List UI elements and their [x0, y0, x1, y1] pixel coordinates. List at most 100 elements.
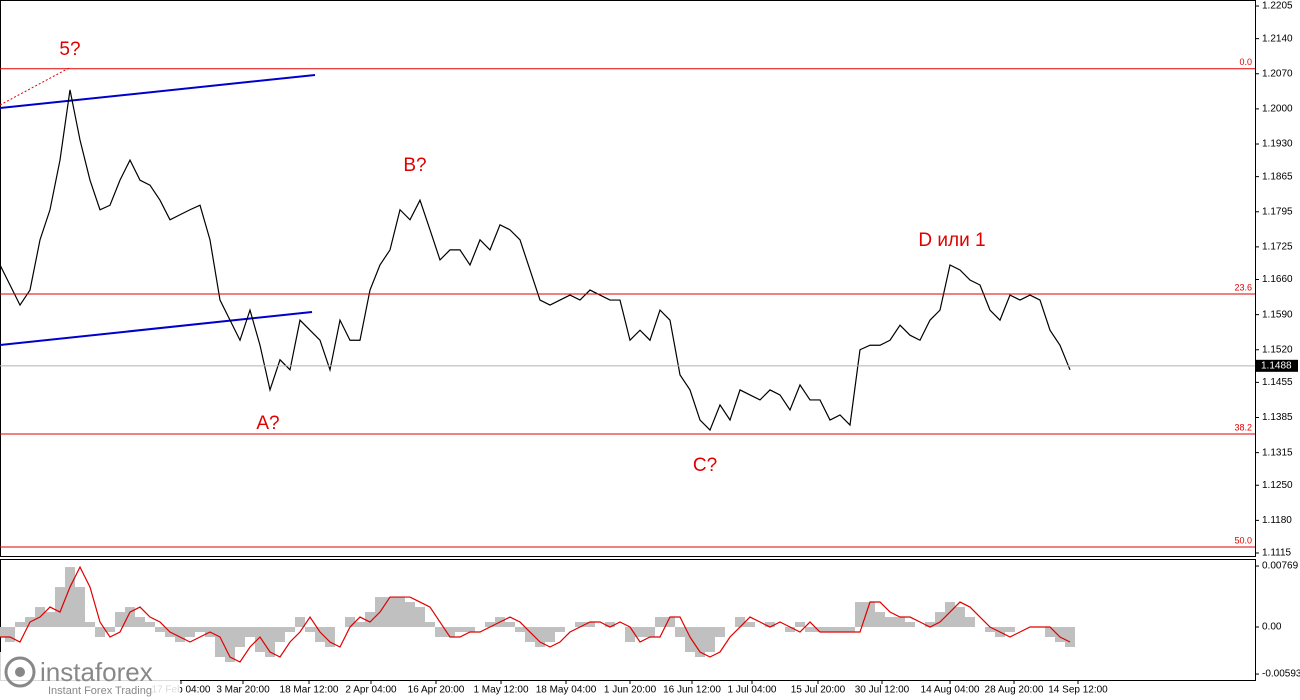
histogram-bar [315, 627, 325, 643]
x-tick-label: 1 Jun 20:00 [604, 685, 657, 696]
histogram-bar [105, 627, 115, 633]
histogram-bar [805, 627, 815, 633]
histogram-bar [85, 622, 95, 628]
histogram-bar [65, 567, 75, 628]
histogram-bar [275, 627, 285, 643]
y-tick-label: 1.1115 [1262, 548, 1292, 559]
wave-label: D или 1 [918, 230, 985, 251]
logo-icon [4, 656, 36, 688]
histogram-bar [385, 597, 395, 628]
histogram-bar [455, 627, 465, 633]
x-tick-label: 28 Aug 20:00 [985, 685, 1044, 696]
histogram-bar [435, 627, 445, 638]
histogram-bar [855, 602, 865, 628]
y-tick-label: 1.1590 [1262, 309, 1293, 320]
histogram-bar [815, 627, 825, 633]
histogram-bar [175, 627, 185, 643]
histogram-bar [135, 617, 145, 628]
histogram-bar [445, 627, 455, 638]
y-tick-label: 0.00 [1262, 622, 1282, 633]
histogram-bar [745, 622, 755, 628]
y-tick-label: 1.1455 [1262, 377, 1293, 388]
histogram-bar [15, 622, 25, 628]
histogram-bar [985, 627, 995, 633]
wave-label: A? [256, 413, 279, 434]
histogram-bar [1055, 627, 1065, 643]
y-tick-label: -0.00593 [1262, 669, 1300, 680]
histogram-bar [395, 597, 405, 628]
logo: instaforex Instant Forex Trading [0, 652, 180, 698]
histogram-bar [155, 627, 165, 633]
y-tick-label: 1.2070 [1262, 68, 1293, 79]
histogram-bar [785, 627, 795, 633]
histogram-bar [535, 627, 545, 648]
histogram-bar [5, 627, 15, 643]
y-tick-label: 1.2205 [1262, 1, 1293, 12]
y-tick-label: 1.1180 [1262, 515, 1292, 526]
x-tick-label: 1 Jul 04:00 [728, 685, 777, 696]
histogram-bar [295, 617, 305, 628]
y-tick-label: 1.1865 [1262, 171, 1293, 182]
histogram-bar [655, 617, 665, 628]
histogram-bar [905, 622, 915, 628]
histogram-bar [145, 622, 155, 628]
wave-label: C? [693, 455, 717, 476]
histogram-bar [555, 627, 565, 633]
histogram-bar [365, 612, 375, 628]
y-tick-label: 1.2000 [1262, 104, 1293, 115]
histogram-bar [625, 627, 635, 643]
histogram-bar [765, 622, 775, 628]
histogram-bar [355, 622, 365, 628]
histogram-bar [605, 622, 615, 628]
histogram-bar [255, 627, 265, 653]
histogram-bar [465, 627, 475, 633]
histogram-bar [235, 627, 245, 648]
histogram-bar [185, 627, 195, 638]
x-tick-label: 3 Mar 20:00 [216, 685, 270, 696]
histogram-bar [795, 622, 805, 628]
y-tick-label: 1.1520 [1262, 344, 1293, 355]
logo-tagline: Instant Forex Trading [48, 685, 152, 697]
histogram-bar [895, 617, 905, 628]
x-tick-label: 17 Feb 04:00 [152, 685, 211, 696]
histogram-bar [665, 617, 675, 628]
y-tick-label: 1.1660 [1262, 274, 1293, 285]
histogram-bar [195, 627, 205, 633]
x-tick-label: 2 Apr 04:00 [345, 685, 397, 696]
histogram-bar [215, 627, 225, 657]
histogram-bar [825, 627, 835, 633]
histogram-bar [95, 627, 105, 638]
histogram-bar [1005, 627, 1015, 633]
trend-line [0, 74, 316, 109]
fib-level-label: 50.0 [1234, 535, 1252, 545]
histogram-bar [325, 627, 335, 648]
histogram-bar [925, 622, 935, 628]
histogram-bar [305, 627, 315, 633]
histogram-bar [865, 602, 875, 628]
histogram-bar [705, 627, 715, 653]
histogram-bar [585, 622, 595, 628]
histogram-bar [685, 627, 695, 653]
histogram-bar [515, 627, 525, 633]
histogram-bar [225, 627, 235, 662]
histogram-bar [575, 622, 585, 628]
histogram-bar [835, 627, 845, 633]
y-tick-label: 1.2140 [1262, 33, 1293, 44]
histogram-bar [245, 627, 255, 638]
histogram-bar [715, 627, 725, 638]
histogram-bar [125, 607, 135, 628]
y-tick-label: 1.1795 [1262, 206, 1293, 217]
x-tick-label: 18 Mar 12:00 [280, 685, 339, 696]
histogram-bar [285, 627, 295, 633]
histogram-bar [675, 627, 685, 638]
logo-icon [15, 667, 25, 677]
histogram-bar [115, 612, 125, 628]
logo-name: instaforex [40, 657, 153, 687]
histogram-bar [525, 627, 535, 643]
signal-line [0, 565, 1071, 663]
x-tick-label: 14 Sep 12:00 [1048, 685, 1108, 696]
y-tick-label: 1.1250 [1262, 480, 1293, 491]
fib-level-label: 23.6 [1234, 282, 1252, 292]
histogram-bar [735, 617, 745, 628]
